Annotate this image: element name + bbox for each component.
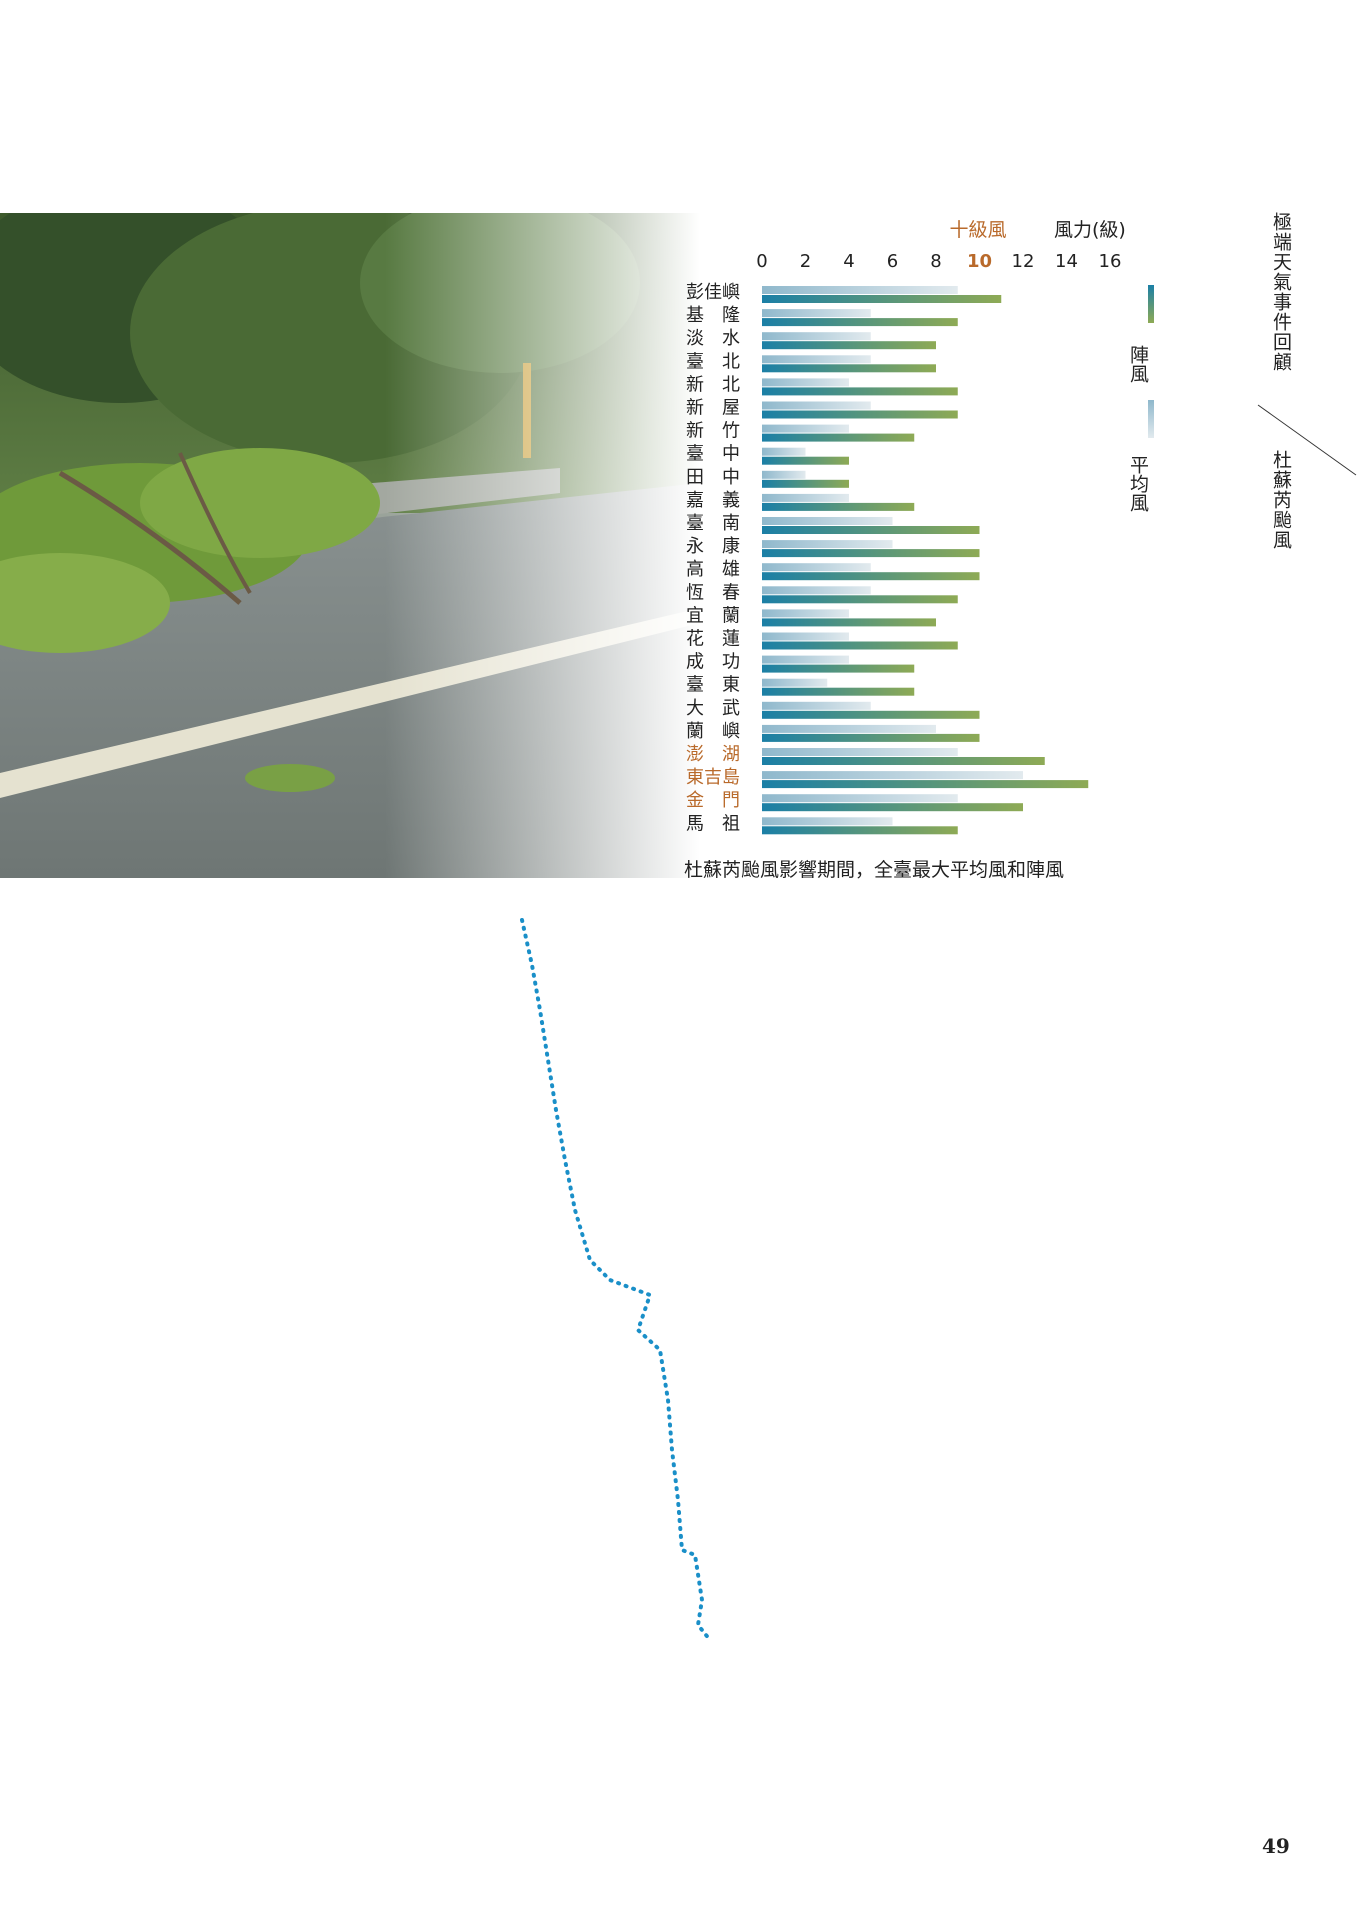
category-label: 新 屋: [686, 398, 740, 419]
gust-bar: [762, 803, 1023, 812]
gust-bar: [762, 618, 936, 627]
chapter-title: 杜蘇芮颱風: [1270, 450, 1292, 550]
gust-bar: [762, 479, 849, 488]
mean-wind-bar: [762, 748, 958, 756]
mean-wind-bar: [762, 724, 936, 733]
category-label: 蘭 嶼: [686, 721, 740, 742]
mean-wind-bar: [762, 517, 893, 525]
tick-label: 14: [1055, 251, 1078, 272]
gust-bar: [762, 664, 915, 673]
gust-bar: [762, 410, 958, 419]
legend-mean-swatch: [1148, 400, 1154, 438]
chart-title: 杜蘇芮颱風影響期間，全臺最大平均風和陣風: [684, 859, 1064, 881]
category-label: 基 隆: [686, 305, 740, 326]
category-label: 臺 東: [686, 675, 740, 696]
category-label: 恆 春: [686, 582, 740, 603]
gust-bar: [762, 710, 980, 719]
mean-wind-bar: [762, 355, 871, 364]
gust-bar: [762, 456, 849, 465]
gust-bar: [762, 757, 1045, 765]
category-label: 田 中: [686, 467, 740, 488]
category-label: 成 功: [686, 652, 740, 673]
mean-wind-bar: [762, 678, 828, 687]
category-label: 東吉島: [686, 767, 740, 788]
category-label: 淡 水: [686, 328, 740, 349]
gust-bar: [762, 295, 1002, 303]
category-label: 臺 北: [686, 351, 740, 372]
category-label: 宜 蘭: [686, 605, 740, 626]
gust-bar: [762, 502, 915, 511]
mean-wind-bar: [762, 378, 849, 387]
reference-label: 十級風: [950, 219, 1007, 241]
tick-label: 16: [1099, 251, 1122, 272]
category-label: 新 北: [686, 374, 740, 395]
tick-label: 0: [756, 251, 767, 272]
mean-wind-bar: [762, 655, 849, 664]
mean-wind-bar: [762, 609, 849, 618]
mean-wind-bar: [762, 632, 849, 641]
typhoon-road-photo: [0, 213, 700, 878]
gust-bar: [762, 433, 915, 442]
tick-label: 2: [800, 251, 811, 272]
mean-wind-bar: [762, 470, 806, 479]
mean-wind-bar: [762, 309, 871, 318]
mean-wind-bar: [762, 701, 871, 710]
mean-wind-bar: [762, 332, 871, 341]
gust-bar: [762, 733, 980, 742]
photo-scene: [0, 213, 700, 878]
legend-mean-label: 平均風: [1127, 455, 1149, 512]
category-label: 馬 祖: [686, 813, 740, 834]
mean-wind-bar: [762, 817, 893, 826]
mean-wind-bar: [762, 286, 958, 294]
gust-bar: [762, 341, 936, 350]
gust-bar: [762, 387, 958, 396]
tick-label: 12: [1012, 251, 1035, 272]
section-title: 極端天氣事件回顧: [1270, 212, 1292, 372]
category-label: 彭佳嶼: [686, 282, 740, 303]
tick-label: 10: [967, 251, 992, 272]
axis-label: 風力(級): [1054, 219, 1126, 241]
gust-bar: [762, 526, 980, 534]
gust-bar: [762, 641, 958, 650]
category-label: 臺 南: [686, 513, 740, 534]
gust-bar: [762, 780, 1089, 789]
mean-wind-bar: [762, 586, 871, 595]
mean-wind-bar: [762, 401, 871, 410]
page-number: 49: [1262, 1834, 1290, 1858]
mean-wind-bar: [762, 493, 849, 502]
category-label: 高 雄: [686, 559, 740, 580]
gust-bar: [762, 572, 980, 581]
category-label: 花 蓮: [686, 629, 740, 650]
category-label: 金 門: [686, 790, 740, 811]
category-label: 澎 湖: [686, 744, 740, 765]
tick-label: 4: [843, 251, 854, 272]
category-label: 嘉 義: [686, 490, 740, 511]
tick-label: 8: [930, 251, 941, 272]
gust-bar: [762, 595, 958, 604]
category-label: 永 康: [686, 536, 740, 557]
gust-bar: [762, 318, 958, 327]
mean-wind-bar: [762, 424, 849, 433]
gust-bar: [762, 364, 936, 373]
tick-label: 6: [887, 251, 898, 272]
legend-gust-label: 陣風: [1127, 345, 1149, 383]
mean-wind-bar: [762, 563, 871, 572]
mean-wind-bar: [762, 794, 958, 803]
mean-wind-bar: [762, 540, 893, 549]
category-label: 臺 中: [686, 444, 740, 465]
category-label: 大 武: [686, 698, 740, 719]
gust-bar: [762, 687, 915, 696]
category-label: 新 竹: [686, 421, 740, 442]
legend-gust-swatch: [1148, 285, 1154, 323]
mean-wind-bar: [762, 771, 1023, 780]
gust-bar: [762, 826, 958, 835]
gust-bar: [762, 549, 980, 558]
mean-wind-bar: [762, 447, 806, 456]
